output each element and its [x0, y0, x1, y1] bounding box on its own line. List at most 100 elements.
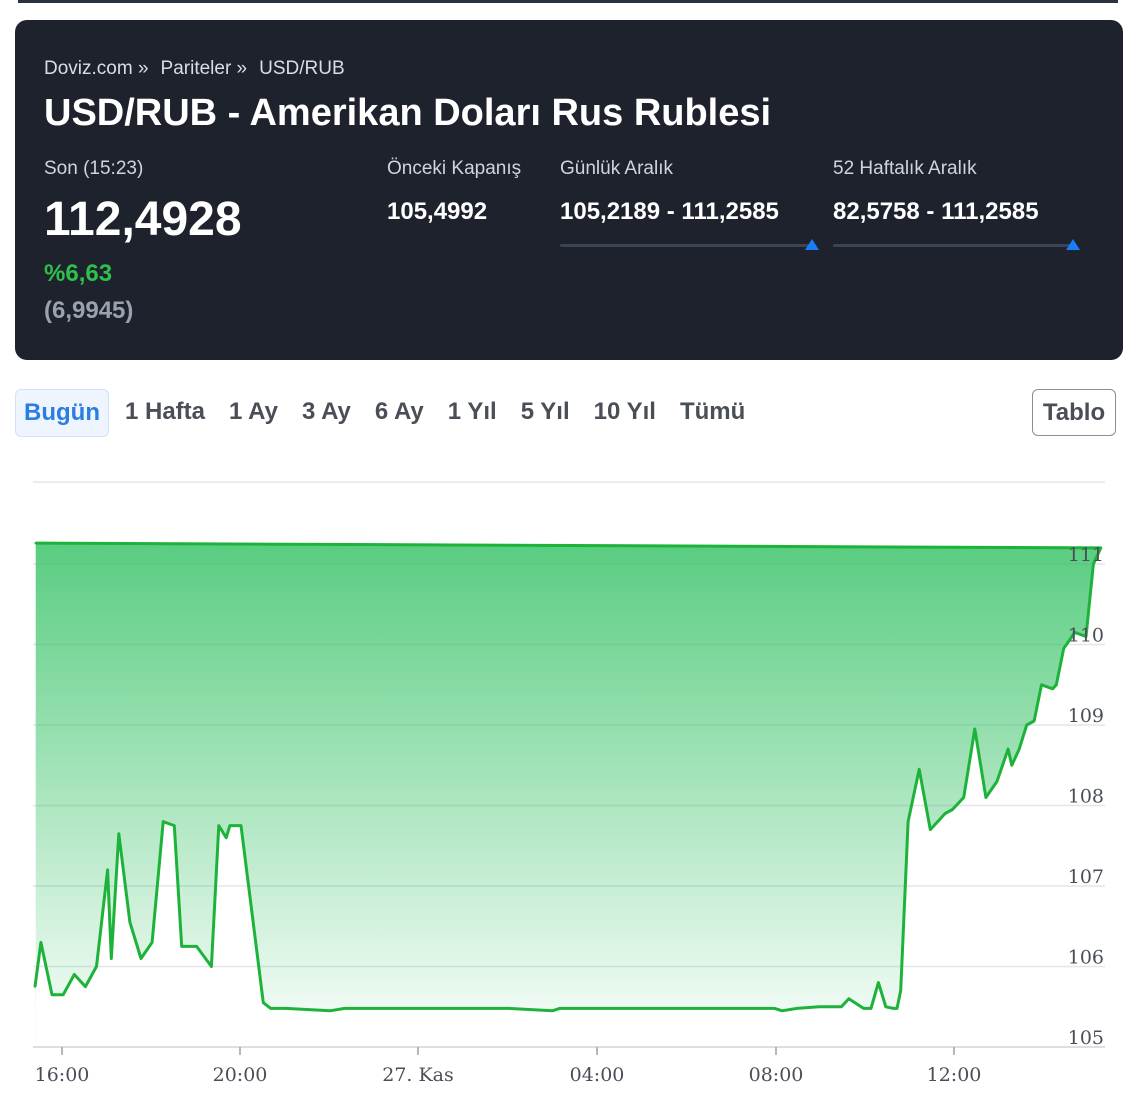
data-point-66	[1051, 687, 1054, 690]
tab-6-ay[interactable]: 6 Ay	[374, 398, 424, 425]
page-title: USD/RUB - Amerikan Doları Rus Rublesi	[44, 92, 772, 134]
data-point-31	[551, 1009, 554, 1012]
y-tick-label-107: 107	[1068, 866, 1104, 888]
y-tick-label-110: 110	[1068, 625, 1104, 647]
data-point-7	[106, 868, 109, 872]
data-point-13	[162, 820, 165, 823]
data-point-72	[1099, 546, 1103, 550]
data-point-64	[1032, 719, 1036, 723]
x-tick-label-1: 20:00	[213, 1064, 268, 1086]
period-tabs: Bugün 1 Hafta 1 Ay 3 Ay 6 Ay 1 Yıl 5 Yıl…	[15, 389, 761, 437]
data-point-60	[1006, 747, 1010, 751]
data-point-63	[1025, 723, 1028, 727]
data-point-24	[284, 1007, 287, 1010]
tab-1-ay[interactable]: 1 Ay	[229, 398, 278, 425]
tab-5-yil[interactable]: 5 Yıl	[520, 398, 570, 425]
daily-range-track	[560, 244, 812, 247]
tab-bugun[interactable]: Bugün	[15, 389, 109, 437]
y-tick-label-105: 105	[1068, 1027, 1104, 1049]
daily-range-marker-icon	[805, 239, 819, 250]
data-point-56	[962, 796, 965, 799]
week52-range-marker-icon	[1066, 239, 1080, 250]
tab-10-yil[interactable]: 10 Yıl	[593, 398, 656, 425]
data-point-17	[210, 965, 213, 968]
data-point-12	[150, 941, 154, 944]
data-point-4	[73, 973, 76, 976]
data-point-10	[128, 921, 132, 924]
data-point-44	[869, 1007, 873, 1010]
y-tick-label-106: 106	[1068, 947, 1104, 969]
data-point-48	[895, 1007, 899, 1010]
data-point-37	[773, 1007, 776, 1010]
data-point-40	[817, 1005, 821, 1008]
breadcrumb-pariteler-link[interactable]: Pariteler »	[160, 58, 248, 79]
price-area-fill	[35, 543, 1101, 1047]
x-tick-label-2: 27. Kas	[382, 1064, 454, 1086]
table-view-button[interactable]: Tablo	[1032, 389, 1116, 436]
data-point-26	[343, 1007, 346, 1010]
top-accent-strip	[0, 0, 1138, 3]
change-percent: %6,63	[44, 260, 113, 287]
y-tick-label-109: 109	[1068, 705, 1104, 727]
data-point-55	[951, 808, 954, 811]
daily-range-label: Günlük Aralık	[560, 158, 673, 179]
data-point-65	[1040, 683, 1043, 686]
data-point-22	[262, 1001, 265, 1004]
data-point-8	[110, 957, 113, 960]
data-point-15	[180, 945, 183, 948]
data-point-19	[225, 836, 228, 839]
breadcrumb-current[interactable]: USD/RUB	[259, 58, 345, 79]
x-tick-label-3: 04:00	[570, 1064, 625, 1086]
data-point-18	[217, 824, 220, 827]
price-chart[interactable]: 105 106 107 108 109 110 111 16:00 20:00 27. Kas 0…	[0, 440, 1138, 1108]
data-point-42	[847, 997, 850, 1000]
data-point-2	[50, 993, 54, 996]
x-tick-label-0: 16:00	[35, 1064, 90, 1086]
data-point-45	[877, 981, 880, 984]
data-point-32	[558, 1007, 561, 1010]
data-point-68	[1062, 647, 1065, 650]
data-point-50	[906, 820, 910, 823]
data-point-30	[506, 1007, 510, 1010]
previous-close-value: 105,4992	[387, 198, 488, 225]
last-price-value: 112,4928	[44, 193, 242, 246]
data-point-69	[1073, 631, 1077, 634]
data-point-57	[973, 727, 976, 731]
data-point-36	[729, 1007, 732, 1010]
data-point-46	[884, 1005, 887, 1008]
data-point-70	[1084, 635, 1088, 638]
data-point-59	[995, 780, 999, 783]
tab-1-yil[interactable]: 1 Yıl	[447, 398, 497, 425]
data-point-35	[684, 1007, 687, 1010]
data-point-51	[918, 768, 921, 771]
data-point-73	[34, 541, 37, 545]
data-point-9	[117, 832, 121, 835]
previous-close-label: Önceki Kapanış	[387, 158, 522, 179]
data-point-11	[139, 957, 143, 960]
y-tick-label-111: 111	[1068, 544, 1104, 566]
data-point-27	[351, 1007, 354, 1010]
breadcrumb: Doviz.com » Pariteler » USD/RUB	[44, 58, 345, 80]
tab-1-hafta[interactable]: 1 Hafta	[124, 398, 206, 425]
x-tick-label-4: 08:00	[749, 1064, 804, 1086]
price-series-line	[33, 541, 1103, 1013]
data-point-52	[929, 828, 932, 831]
data-point-58	[984, 796, 988, 799]
data-point-47	[892, 1007, 895, 1010]
data-point-41	[840, 1005, 843, 1008]
tab-tumu[interactable]: Tümü	[679, 398, 746, 425]
tab-3-ay[interactable]: 3 Ay	[301, 398, 351, 425]
data-point-34	[595, 1007, 598, 1010]
data-point-38	[780, 1009, 784, 1012]
breadcrumb-home-link[interactable]: Doviz.com »	[44, 58, 149, 79]
data-point-49	[899, 989, 902, 992]
data-point-25	[328, 1009, 332, 1012]
data-point-14	[173, 824, 176, 827]
quote-header-panel: Doviz.com » Pariteler » USD/RUB USD/RUB …	[15, 20, 1123, 360]
data-point-39	[795, 1007, 799, 1010]
y-tick-label-108: 108	[1068, 786, 1104, 808]
week52-range-track	[833, 244, 1073, 247]
week52-range-value: 82,5758 - 111,2585	[833, 198, 1039, 225]
data-point-20	[228, 824, 232, 827]
data-point-6	[95, 965, 98, 968]
